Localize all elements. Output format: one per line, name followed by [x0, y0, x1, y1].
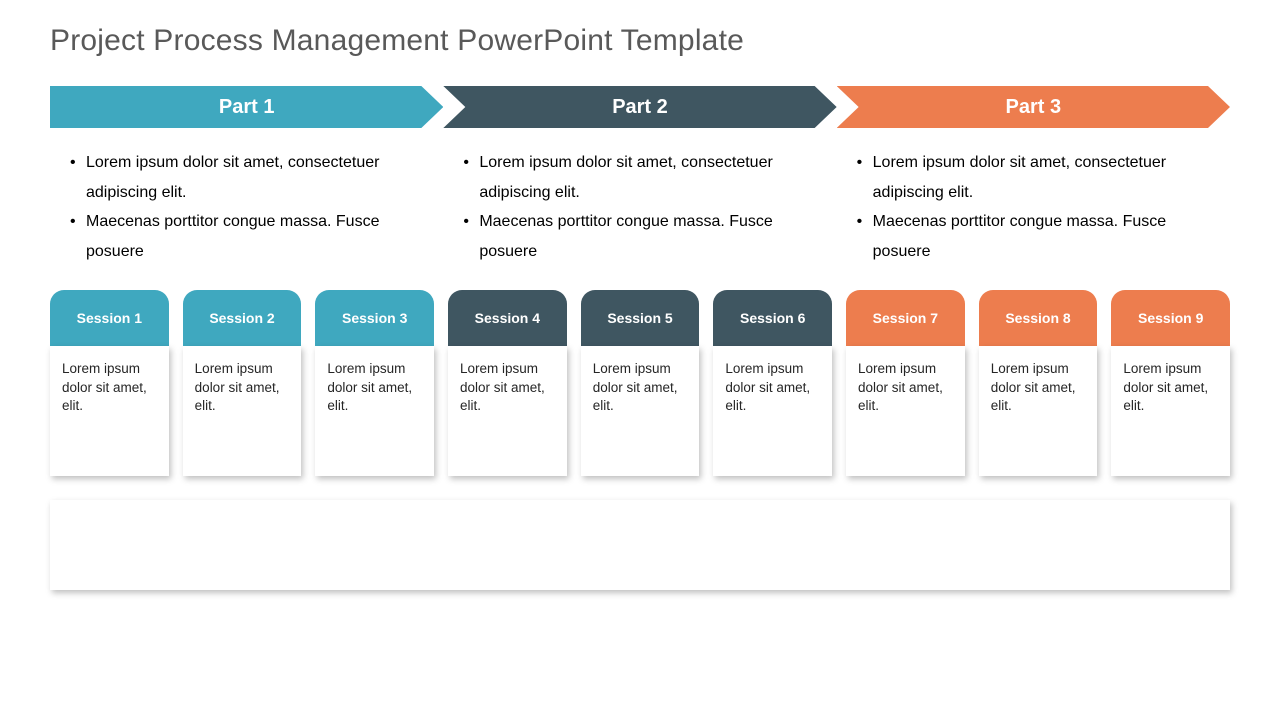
bullets-col-2: Lorem ipsum dolor sit amet, consectetuer… [443, 148, 836, 266]
part-arrow-1: Part 1 [50, 86, 443, 128]
bullet-item: Lorem ipsum dolor sit amet, consectetuer… [463, 148, 820, 207]
slide: Project Process Management PowerPoint Te… [0, 0, 1280, 720]
session-body: Lorem ipsum dolor sit amet, elit. [1111, 346, 1230, 476]
page-title: Project Process Management PowerPoint Te… [50, 24, 1230, 58]
session-card: Session 6 Lorem ipsum dolor sit amet, el… [713, 290, 832, 476]
bullets-row: Lorem ipsum dolor sit amet, consectetuer… [50, 148, 1230, 266]
session-body: Lorem ipsum dolor sit amet, elit. [50, 346, 169, 476]
bullet-item: Maecenas porttitor congue massa. Fusce p… [857, 207, 1214, 266]
session-body: Lorem ipsum dolor sit amet, elit. [581, 346, 700, 476]
session-head: Session 8 [979, 290, 1098, 346]
part-arrow-3: Part 3 [837, 86, 1230, 128]
session-head: Session 2 [183, 290, 302, 346]
bullet-item: Maecenas porttitor congue massa. Fusce p… [70, 207, 427, 266]
bullets-col-1: Lorem ipsum dolor sit amet, consectetuer… [50, 148, 443, 266]
session-head: Session 7 [846, 290, 965, 346]
session-body: Lorem ipsum dolor sit amet, elit. [183, 346, 302, 476]
bullet-item: Maecenas porttitor congue massa. Fusce p… [463, 207, 820, 266]
session-body: Lorem ipsum dolor sit amet, elit. [979, 346, 1098, 476]
part-arrow-2: Part 2 [443, 86, 836, 128]
session-card: Session 8 Lorem ipsum dolor sit amet, el… [979, 290, 1098, 476]
session-card: Session 7 Lorem ipsum dolor sit amet, el… [846, 290, 965, 476]
sessions-row: Session 1 Lorem ipsum dolor sit amet, el… [50, 290, 1230, 476]
session-head: Session 5 [581, 290, 700, 346]
bullet-item: Lorem ipsum dolor sit amet, consectetuer… [70, 148, 427, 207]
session-card: Session 1 Lorem ipsum dolor sit amet, el… [50, 290, 169, 476]
session-body: Lorem ipsum dolor sit amet, elit. [315, 346, 434, 476]
session-head: Session 9 [1111, 290, 1230, 346]
session-card: Session 2 Lorem ipsum dolor sit amet, el… [183, 290, 302, 476]
bullet-item: Lorem ipsum dolor sit amet, consectetuer… [857, 148, 1214, 207]
session-head: Session 6 [713, 290, 832, 346]
bullets-col-3: Lorem ipsum dolor sit amet, consectetuer… [837, 148, 1230, 266]
session-body: Lorem ipsum dolor sit amet, elit. [846, 346, 965, 476]
footer-box [50, 500, 1230, 590]
session-head: Session 1 [50, 290, 169, 346]
session-body: Lorem ipsum dolor sit amet, elit. [713, 346, 832, 476]
session-card: Session 3 Lorem ipsum dolor sit amet, el… [315, 290, 434, 476]
session-card: Session 4 Lorem ipsum dolor sit amet, el… [448, 290, 567, 476]
session-head: Session 3 [315, 290, 434, 346]
session-card: Session 5 Lorem ipsum dolor sit amet, el… [581, 290, 700, 476]
session-head: Session 4 [448, 290, 567, 346]
session-body: Lorem ipsum dolor sit amet, elit. [448, 346, 567, 476]
arrow-row: Part 1 Part 2 Part 3 [50, 86, 1230, 128]
session-card: Session 9 Lorem ipsum dolor sit amet, el… [1111, 290, 1230, 476]
